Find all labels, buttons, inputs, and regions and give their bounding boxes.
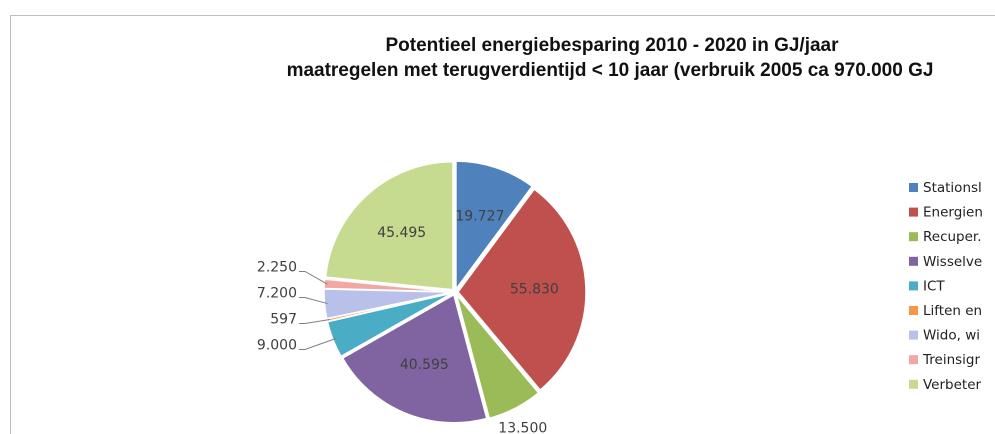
legend-swatch [909,379,918,389]
legend-label: Stationsl [923,180,982,196]
legend-label: Treinsigr [922,352,980,368]
pie-slice [457,188,587,392]
leader-line [299,319,331,324]
legend-swatch [909,306,918,315]
legend-label: Energien [923,205,983,221]
legend-label: Wisselve [923,254,982,270]
data-label: 13.500 [498,421,547,434]
data-label: 9.000 [257,337,297,353]
data-label: 55.830 [510,282,559,298]
legend-swatch [909,232,918,242]
chart-subtitle: maatregelen met terugverdientijd < 10 ja… [287,60,934,81]
legend-label: Wido, wi [923,328,980,344]
data-label: 19.727 [455,209,504,225]
data-label: 2.250 [257,259,297,275]
data-label: 597 [270,311,297,327]
legend-swatch [909,281,918,291]
legend-swatch [909,355,918,365]
data-label: 40.595 [400,357,449,373]
legend-swatch [909,207,918,217]
leader-line [299,296,328,305]
legend-label: Verbeter [923,377,982,393]
pie-slice [324,161,454,291]
data-label: 45.495 [377,225,426,241]
chart-title: Potentieel energiebesparing 2010 - 2020 … [385,35,839,56]
legend-label: ICT [923,278,945,294]
legend-swatch [909,256,918,266]
leader-line [299,270,328,285]
pie-slice [455,160,534,292]
leader-line [299,338,336,350]
legend-label: Liften en [923,303,982,319]
pie-slice [455,294,540,420]
legend-label: Recuper. [923,229,982,245]
legend-swatch [909,183,918,192]
legend-swatch [909,330,918,340]
pie-slice [323,278,453,293]
data-label: 7.200 [257,285,297,301]
pie-slice [341,293,488,424]
